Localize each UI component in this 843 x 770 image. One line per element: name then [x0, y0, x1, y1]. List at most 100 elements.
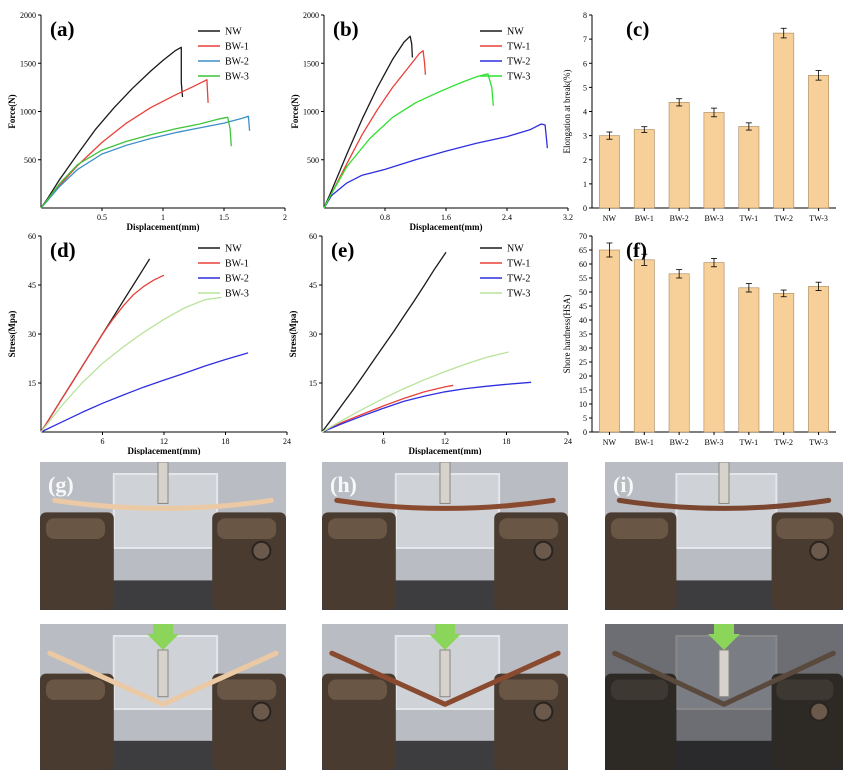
right-roller [499, 679, 559, 700]
y-tick-label-a: 1000 [20, 108, 36, 117]
bent-specimen-strip [329, 650, 561, 707]
y-tick-label-c: 0 [583, 204, 587, 213]
bolt [809, 540, 830, 561]
legend-label-TW-1: TW-1 [507, 259, 530, 270]
y-axis-label-b: Force(N) [290, 94, 300, 128]
chart-e: 15 30 45 60 Stress(Mpa) (e) 6 12 18 24 Displacemen… [288, 232, 572, 455]
photo-scene: (g) [40, 462, 286, 610]
specimen-strip [334, 497, 556, 511]
series-line-TW-1 [323, 50, 427, 209]
bar-TW-1 [738, 287, 760, 433]
y-tick-label-b: 2000 [303, 11, 319, 20]
y-tick-label-f: 40 [579, 316, 587, 325]
category-label-BW-3: BW-3 [704, 438, 723, 447]
right-roller [217, 679, 277, 700]
y-tick-label-b: 500 [307, 156, 319, 165]
series-line-NW [40, 46, 184, 209]
y-tick-label-f: 55 [579, 274, 587, 283]
photo-scene: (i) [605, 462, 843, 610]
series-line-NW [321, 251, 447, 433]
category-label-BW-1: BW-1 [635, 214, 654, 223]
x-tick-label-a: 0.5 [97, 213, 107, 222]
category-label-NW: NW [603, 438, 617, 447]
panel-label-b: (b) [333, 17, 359, 41]
x-axis-label-b: Displacement(mm) [410, 222, 483, 232]
series-line-BW-3 [40, 116, 232, 209]
bar-BW-1 [633, 259, 655, 433]
category-label-BW-3: BW-3 [704, 214, 723, 223]
right-roller [776, 518, 834, 539]
x-tick-label-a: 2 [283, 213, 287, 222]
series-line-BW-2 [40, 352, 249, 433]
legend-label-TW-1: TW-1 [507, 42, 530, 53]
bar-TW-2 [773, 293, 795, 433]
y-tick-label-d: 30 [28, 330, 36, 339]
bar-BW-1 [633, 129, 655, 209]
y-tick-label-f: 50 [579, 288, 587, 297]
photo-scene [40, 624, 286, 770]
chart-c: 0 1 2 3 4 5 6 7 8 Elongation at break(%) (c) NW BW-1… [562, 11, 836, 223]
y-tick-label-f: 5 [583, 414, 587, 423]
y-tick-label-e: 45 [309, 281, 317, 290]
y-axis-label-d: Stress(Mpa) [7, 311, 17, 358]
category-label-NW: NW [603, 214, 617, 223]
bar-BW-2 [668, 273, 690, 433]
bar-BW-3 [703, 262, 725, 433]
category-label-TW-2: TW-2 [774, 214, 793, 223]
x-tick-label-b: 3.2 [563, 213, 573, 222]
right-roller [499, 518, 559, 539]
series-line-TW-1 [321, 384, 454, 433]
x-tick-label-b: 0.8 [380, 213, 390, 222]
y-tick-label-f: 45 [579, 302, 587, 311]
category-label-BW-2: BW-2 [670, 438, 689, 447]
y-tick-label-e: 60 [309, 232, 317, 241]
y-tick-label-c: 8 [583, 11, 587, 20]
y-tick-label-c: 5 [583, 83, 587, 92]
y-tick-label-f: 15 [579, 386, 587, 395]
specimen-strip [52, 497, 274, 511]
y-tick-label-f: 30 [579, 344, 587, 353]
legend-label-TW-3: TW-3 [507, 72, 530, 83]
y-tick-label-d: 45 [28, 281, 36, 290]
series-line-NW [323, 35, 414, 209]
y-tick-label-e: 15 [309, 379, 317, 388]
y-axis-label-f: Shore hardness(HSA) [562, 295, 572, 374]
legend-label-BW-2: BW-2 [225, 274, 249, 285]
x-tick-label-b: 2.4 [502, 213, 512, 222]
x-tick-label-d: 6 [101, 437, 105, 446]
series-line-BW-1 [40, 79, 209, 209]
y-tick-label-c: 1 [583, 180, 587, 189]
legend-label-BW-2: BW-2 [225, 57, 249, 68]
legend-label-NW: NW [225, 27, 242, 38]
x-tick-label-b: 1.6 [441, 213, 451, 222]
right-roller [776, 679, 834, 700]
category-label-BW-1: BW-1 [635, 438, 654, 447]
bolt [251, 701, 272, 722]
x-axis-label-e: Displacement(mm) [409, 446, 482, 455]
photo-scene [322, 624, 568, 770]
x-axis-label-d: Displacement(mm) [128, 446, 201, 455]
category-label-TW-1: TW-1 [740, 438, 759, 447]
x-tick-label-e: 24 [564, 437, 572, 446]
y-tick-label-c: 3 [583, 132, 587, 141]
x-tick-label-d: 18 [222, 437, 230, 446]
series-line-TW-2 [323, 123, 549, 209]
photo-i-after [605, 624, 843, 770]
y-axis-label-e: Stress(Mpa) [288, 311, 298, 358]
category-label-TW-1: TW-1 [740, 214, 759, 223]
left-roller [611, 679, 669, 700]
x-tick-label-e: 6 [382, 437, 386, 446]
bar-TW-3 [808, 286, 829, 433]
arrow-icon [147, 624, 179, 650]
y-tick-label-f: 35 [579, 330, 587, 339]
photo-scene [605, 624, 843, 770]
panel-label-h: (h) [330, 472, 357, 497]
panel-label-g: (g) [48, 472, 74, 497]
bar-TW-3 [808, 75, 829, 209]
y-tick-label-f: 65 [579, 246, 587, 255]
legend-label-BW-3: BW-3 [225, 72, 249, 83]
plunger [718, 462, 730, 504]
y-tick-label-f: 10 [579, 400, 587, 409]
left-roller [46, 518, 106, 539]
